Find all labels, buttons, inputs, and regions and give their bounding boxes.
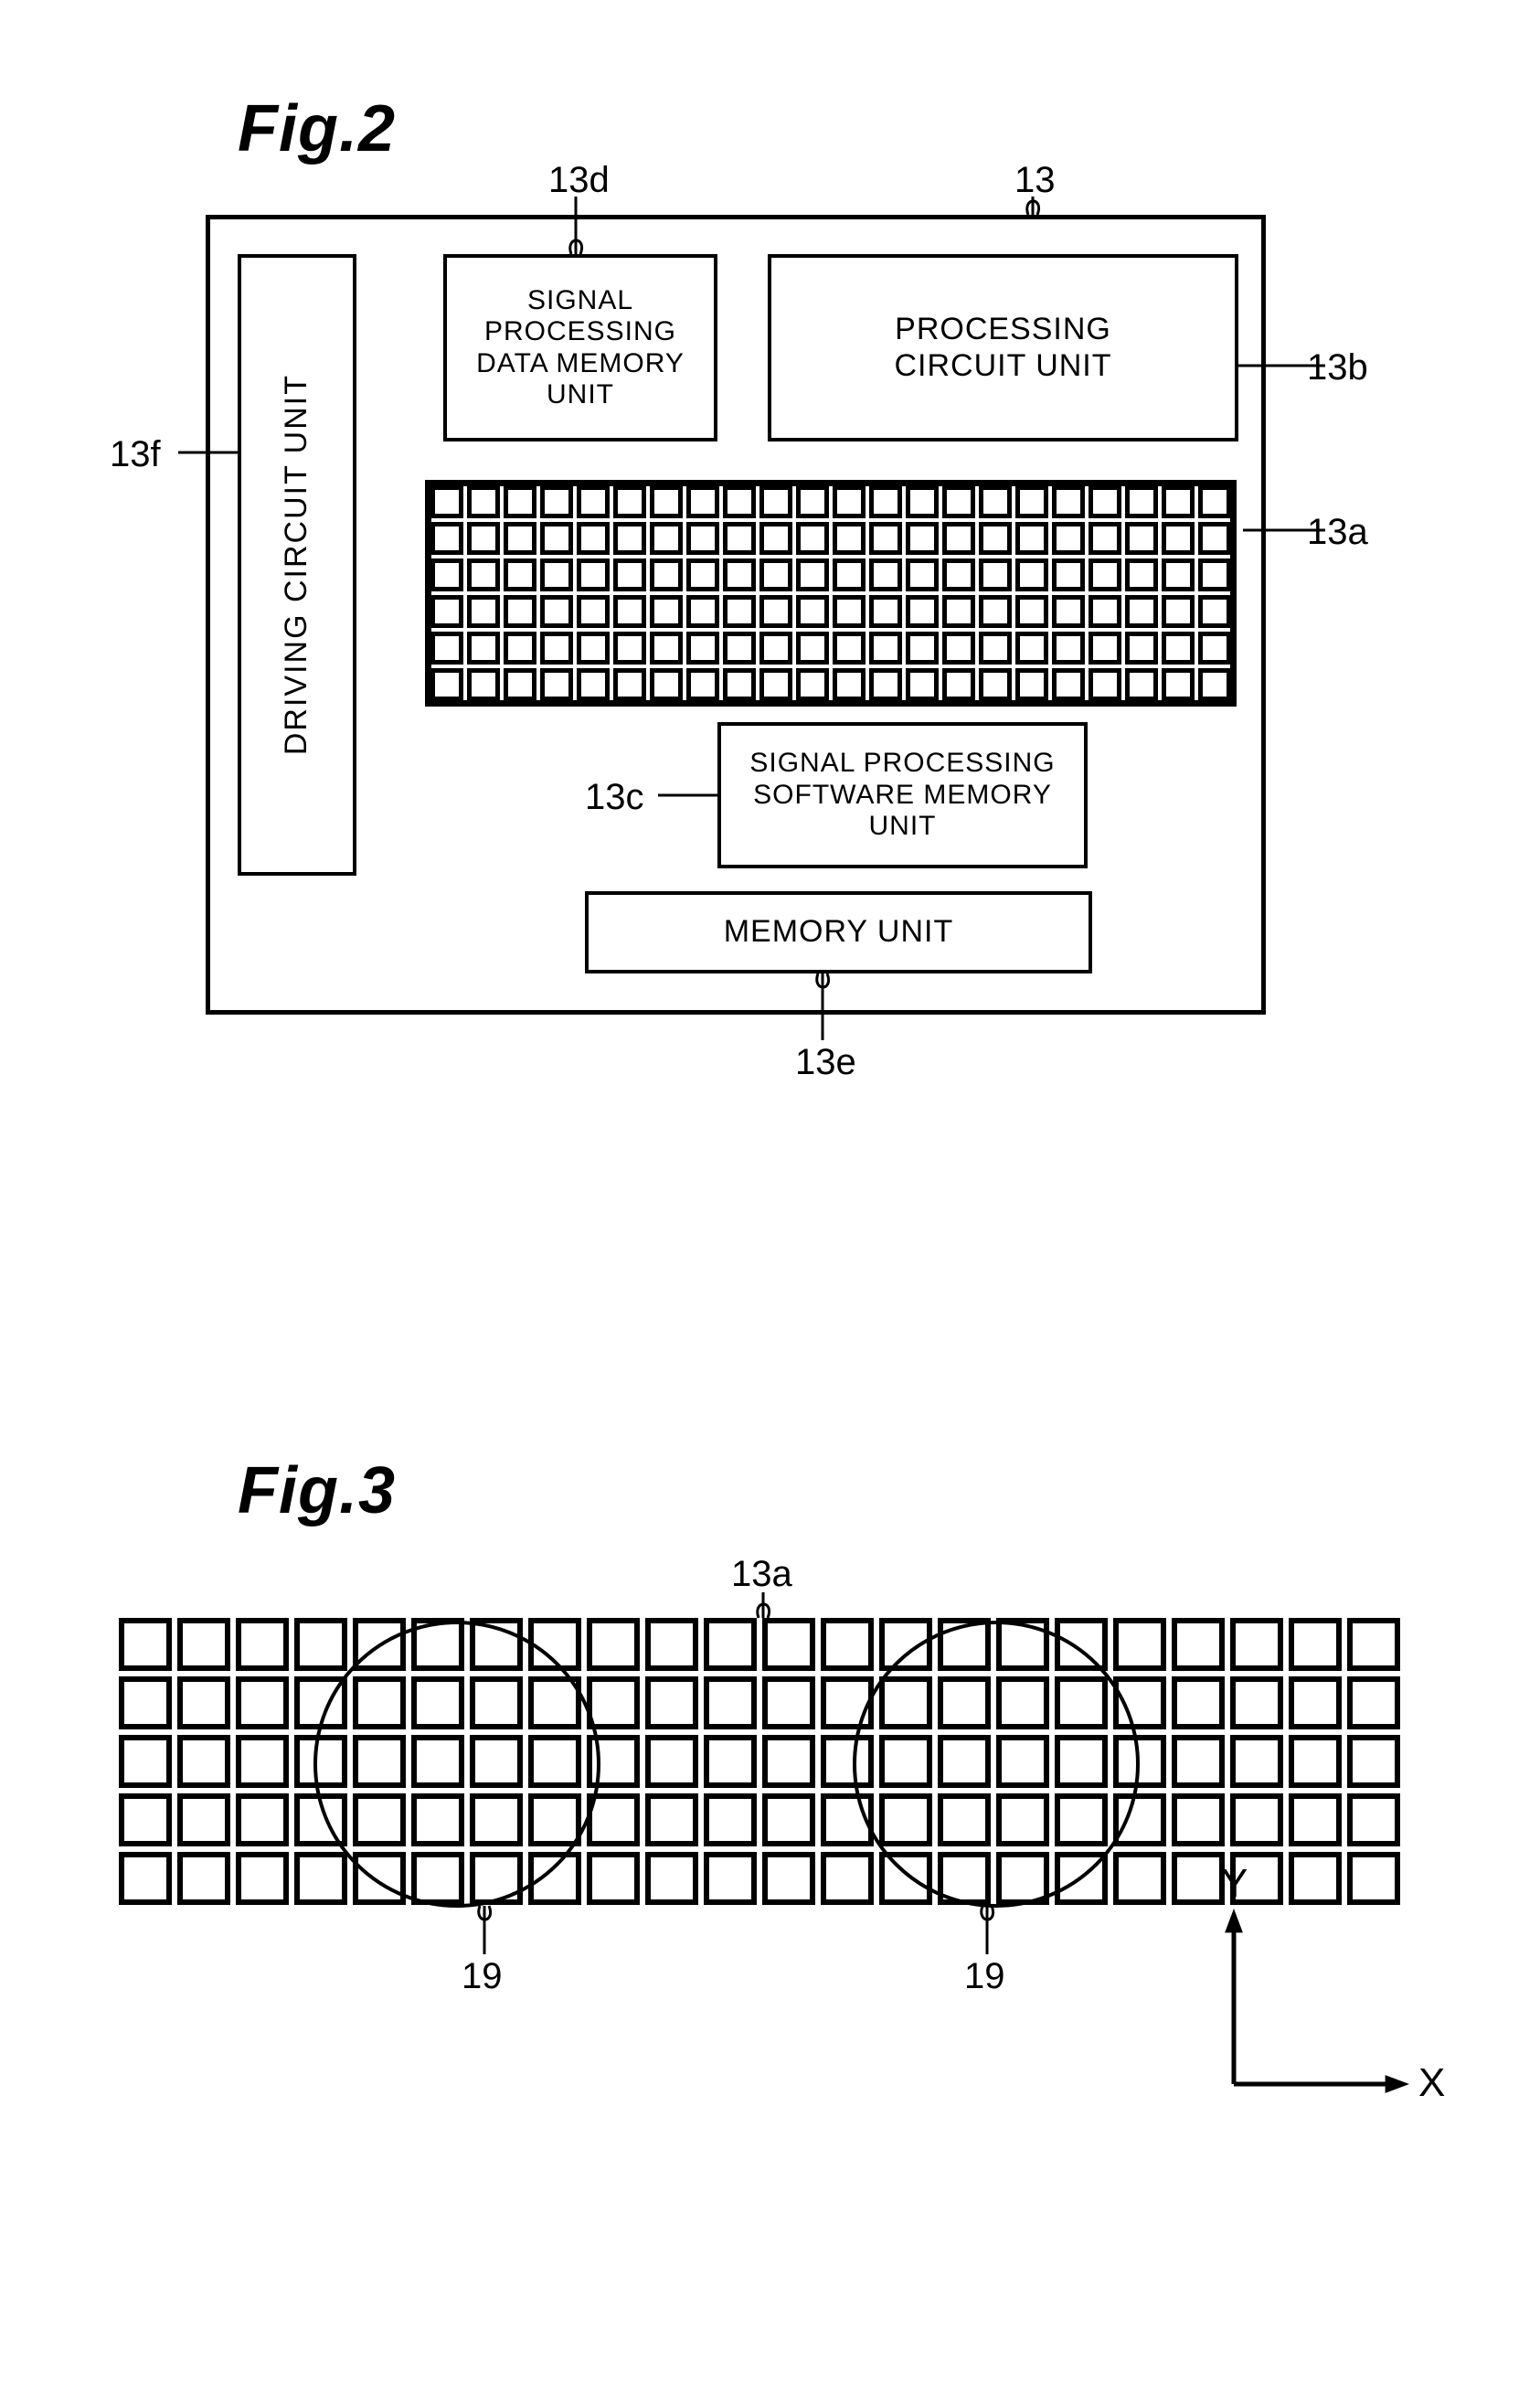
page: Fig.2DRIVING CIRCUIT UNITSIGNAL PROCESSI… (0, 0, 1540, 2404)
fig3-circle-1 (855, 1622, 1138, 1906)
fig3-axis-x-arrow (1386, 2075, 1409, 2093)
fig3-circle-0 (315, 1622, 599, 1906)
fig3-axis-y-arrow (1225, 1909, 1243, 1932)
svg-layer (0, 0, 1540, 2404)
